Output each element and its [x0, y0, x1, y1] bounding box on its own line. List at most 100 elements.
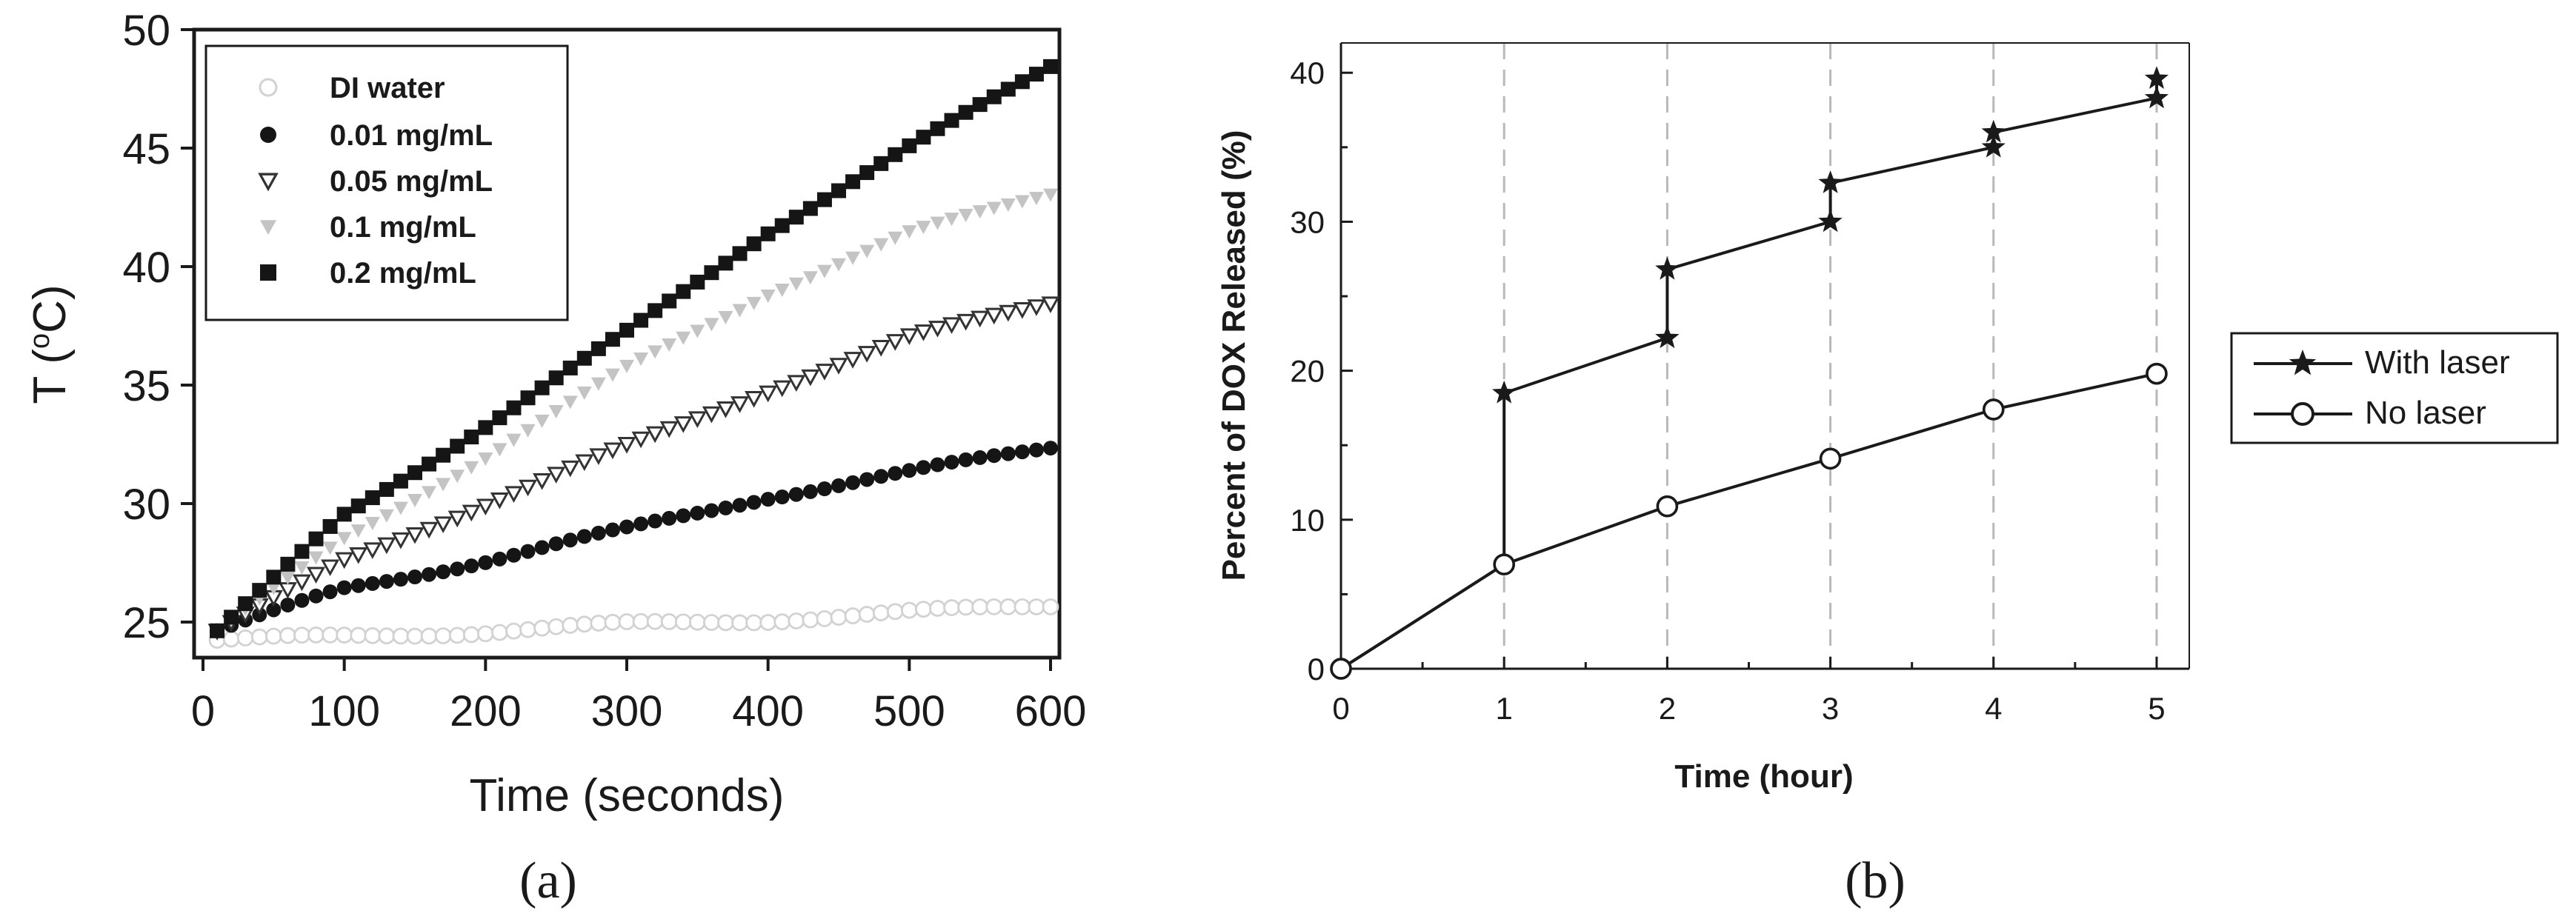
- data-point: [252, 583, 267, 598]
- data-point: [830, 609, 848, 626]
- x-tick-label: 400: [732, 687, 804, 735]
- legend-symbol-with-laser: [2289, 350, 2317, 375]
- data-point: [618, 613, 636, 630]
- data-point: [829, 358, 848, 375]
- data-point: [619, 519, 634, 535]
- panel-b-legend-symbols: [2254, 350, 2352, 426]
- data-point: [617, 436, 636, 454]
- data-point: [562, 532, 578, 548]
- data-point: [576, 529, 592, 544]
- data-point: [902, 138, 917, 153]
- panel-b-caption: (b): [1845, 852, 1906, 909]
- data-point: [717, 614, 734, 632]
- x-tick-label: 2: [1659, 691, 1676, 726]
- data-point: [944, 213, 959, 227]
- data-point: [915, 601, 932, 618]
- data-point: [379, 574, 394, 589]
- markers-no-laser: [1330, 362, 2168, 680]
- data-point: [916, 130, 931, 145]
- y-label-degree: o: [24, 333, 56, 349]
- data-point: [378, 627, 396, 645]
- series-0-01-mg-ml: [210, 441, 1058, 638]
- data-point: [688, 411, 707, 429]
- data-point: [349, 547, 368, 564]
- data-point: [1818, 170, 1843, 193]
- data-point: [788, 210, 804, 225]
- data-point: [1655, 325, 1680, 349]
- y-tick-label: 40: [122, 244, 170, 292]
- data-point: [703, 614, 720, 631]
- y-tick-label: 0: [1308, 652, 1325, 687]
- data-point: [336, 580, 352, 595]
- data-point: [659, 421, 679, 438]
- data-point: [266, 569, 282, 585]
- panel-a-chart: 25 30 35 40 45 50 0 100 200 300 400 500 600 DI wate…: [24, 7, 1086, 909]
- data-point: [280, 597, 296, 612]
- legend-symbol-0-2-mg-ml: [260, 264, 276, 281]
- data-point: [631, 431, 650, 449]
- legend-label-with-laser: With laser: [2365, 344, 2510, 381]
- data-point: [745, 391, 764, 408]
- data-point: [746, 296, 762, 310]
- data-point: [293, 627, 310, 644]
- data-point: [1042, 598, 1059, 615]
- x-tick-label: 3: [1822, 691, 1839, 726]
- data-point: [633, 516, 649, 532]
- data-point: [405, 527, 425, 544]
- data-point: [1028, 442, 1044, 458]
- data-point: [279, 627, 296, 644]
- legend-label-no-laser: No laser: [2365, 395, 2486, 431]
- x-tick-label: 0: [1332, 691, 1349, 726]
- panel-a-x-ticks: 0 100 200 300 400 500 600: [191, 658, 1086, 735]
- data-point: [899, 328, 919, 345]
- data-point: [419, 521, 439, 539]
- data-point: [436, 447, 451, 463]
- data-point: [548, 618, 565, 635]
- data-point: [972, 450, 988, 465]
- y-tick-label: 20: [1290, 354, 1325, 389]
- data-point: [350, 578, 366, 593]
- data-point: [506, 400, 522, 415]
- data-point: [294, 592, 310, 608]
- data-point: [1028, 598, 1045, 615]
- data-point: [518, 479, 538, 497]
- data-point: [422, 567, 437, 582]
- x-tick-label: 0: [191, 687, 215, 735]
- panel-b-series-markers: [1330, 66, 2169, 680]
- data-point: [336, 532, 352, 546]
- data-point: [1981, 134, 2006, 158]
- data-point: [1818, 209, 1843, 233]
- data-point: [238, 596, 253, 612]
- data-point: [1043, 441, 1058, 456]
- data-point: [888, 147, 903, 162]
- panel-a-legend-symbols: [258, 78, 279, 281]
- panel-a-y-ticks: 25 30 35 40 45 50: [122, 7, 194, 647]
- y-tick-label: 30: [122, 481, 170, 529]
- data-point: [844, 607, 862, 624]
- legend-symbol-di-water: [259, 78, 278, 97]
- data-point: [831, 183, 846, 198]
- data-point: [322, 541, 338, 555]
- x-tick-label: 100: [308, 687, 380, 735]
- data-point: [534, 540, 550, 555]
- data-point: [576, 615, 593, 633]
- y-tick-label: 30: [1290, 204, 1325, 239]
- data-point: [1981, 119, 2006, 143]
- data-point: [816, 481, 832, 496]
- data-point: [266, 602, 282, 618]
- data-point: [746, 495, 762, 510]
- data-point: [859, 165, 875, 181]
- data-point: [434, 627, 452, 644]
- data-point: [2146, 362, 2168, 385]
- panel-b-chart: 0 10 20 30 40 0 1 2 3 4 5 With laser No laser Tim…: [1216, 42, 2559, 909]
- panel-b-x-axis-label: Time (hour): [1674, 758, 1853, 795]
- data-point: [732, 246, 748, 261]
- data-point: [787, 375, 806, 392]
- data-point: [478, 555, 493, 570]
- data-point: [985, 598, 1003, 615]
- data-point: [363, 542, 382, 559]
- data-point: [773, 380, 792, 398]
- data-point: [321, 559, 340, 577]
- data-point: [760, 226, 776, 241]
- data-point: [393, 501, 408, 515]
